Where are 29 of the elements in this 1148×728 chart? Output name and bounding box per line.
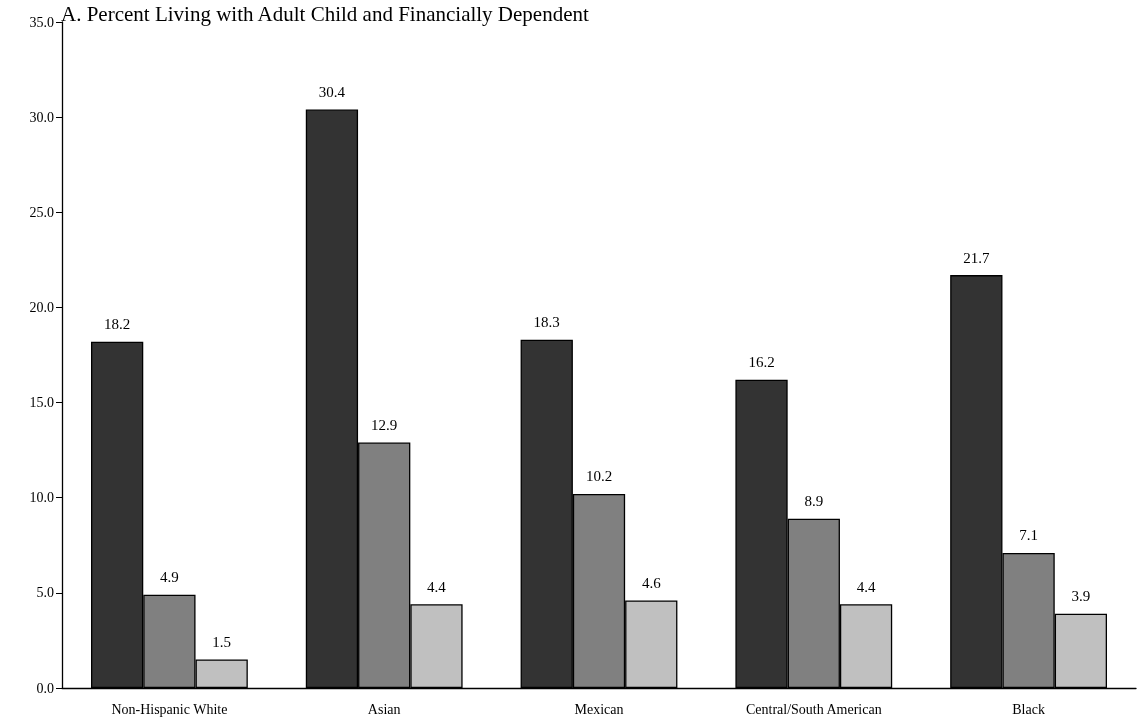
y-tick-label: 30.0 xyxy=(29,109,54,125)
x-tick-label: Asian xyxy=(367,701,401,717)
x-tick-label: Non-Hispanic White xyxy=(111,701,228,717)
y-tick-label: 5.0 xyxy=(36,585,54,601)
data-label: 30.4 xyxy=(318,84,346,101)
y-tick-label: 35.0 xyxy=(29,14,54,30)
data-label: 4.6 xyxy=(641,574,662,591)
data-label: 8.9 xyxy=(804,493,824,510)
y-tick-label: 25.0 xyxy=(29,204,54,220)
data-label: 18.2 xyxy=(104,316,131,333)
y-tick-label: 15.0 xyxy=(29,395,54,411)
y-tick-label: 20.0 xyxy=(29,299,54,315)
data-label: 4.9 xyxy=(160,569,179,586)
data-label: 7.1 xyxy=(1019,527,1038,544)
data-label: 12.9 xyxy=(371,417,398,434)
data-label: 10.2 xyxy=(585,468,613,485)
data-label: 3.9 xyxy=(1071,588,1091,605)
data-label: 16.2 xyxy=(748,354,775,371)
x-tick-label: Mexican xyxy=(574,701,624,717)
x-tick-label: Black xyxy=(1012,701,1045,717)
data-label: 1.5 xyxy=(212,633,232,650)
data-label: 4.4 xyxy=(856,578,876,595)
y-tick-label: 10.0 xyxy=(29,490,54,506)
data-label: 21.7 xyxy=(963,249,990,266)
data-label: 18.3 xyxy=(533,314,560,331)
x-tick-label: Central/South American xyxy=(745,701,882,717)
data-label: 4.4 xyxy=(427,578,447,595)
y-tick-label: 0.0 xyxy=(36,680,54,696)
chart-title: A. Percent Living with Adult Child and Financially Dependent xyxy=(61,1,589,26)
